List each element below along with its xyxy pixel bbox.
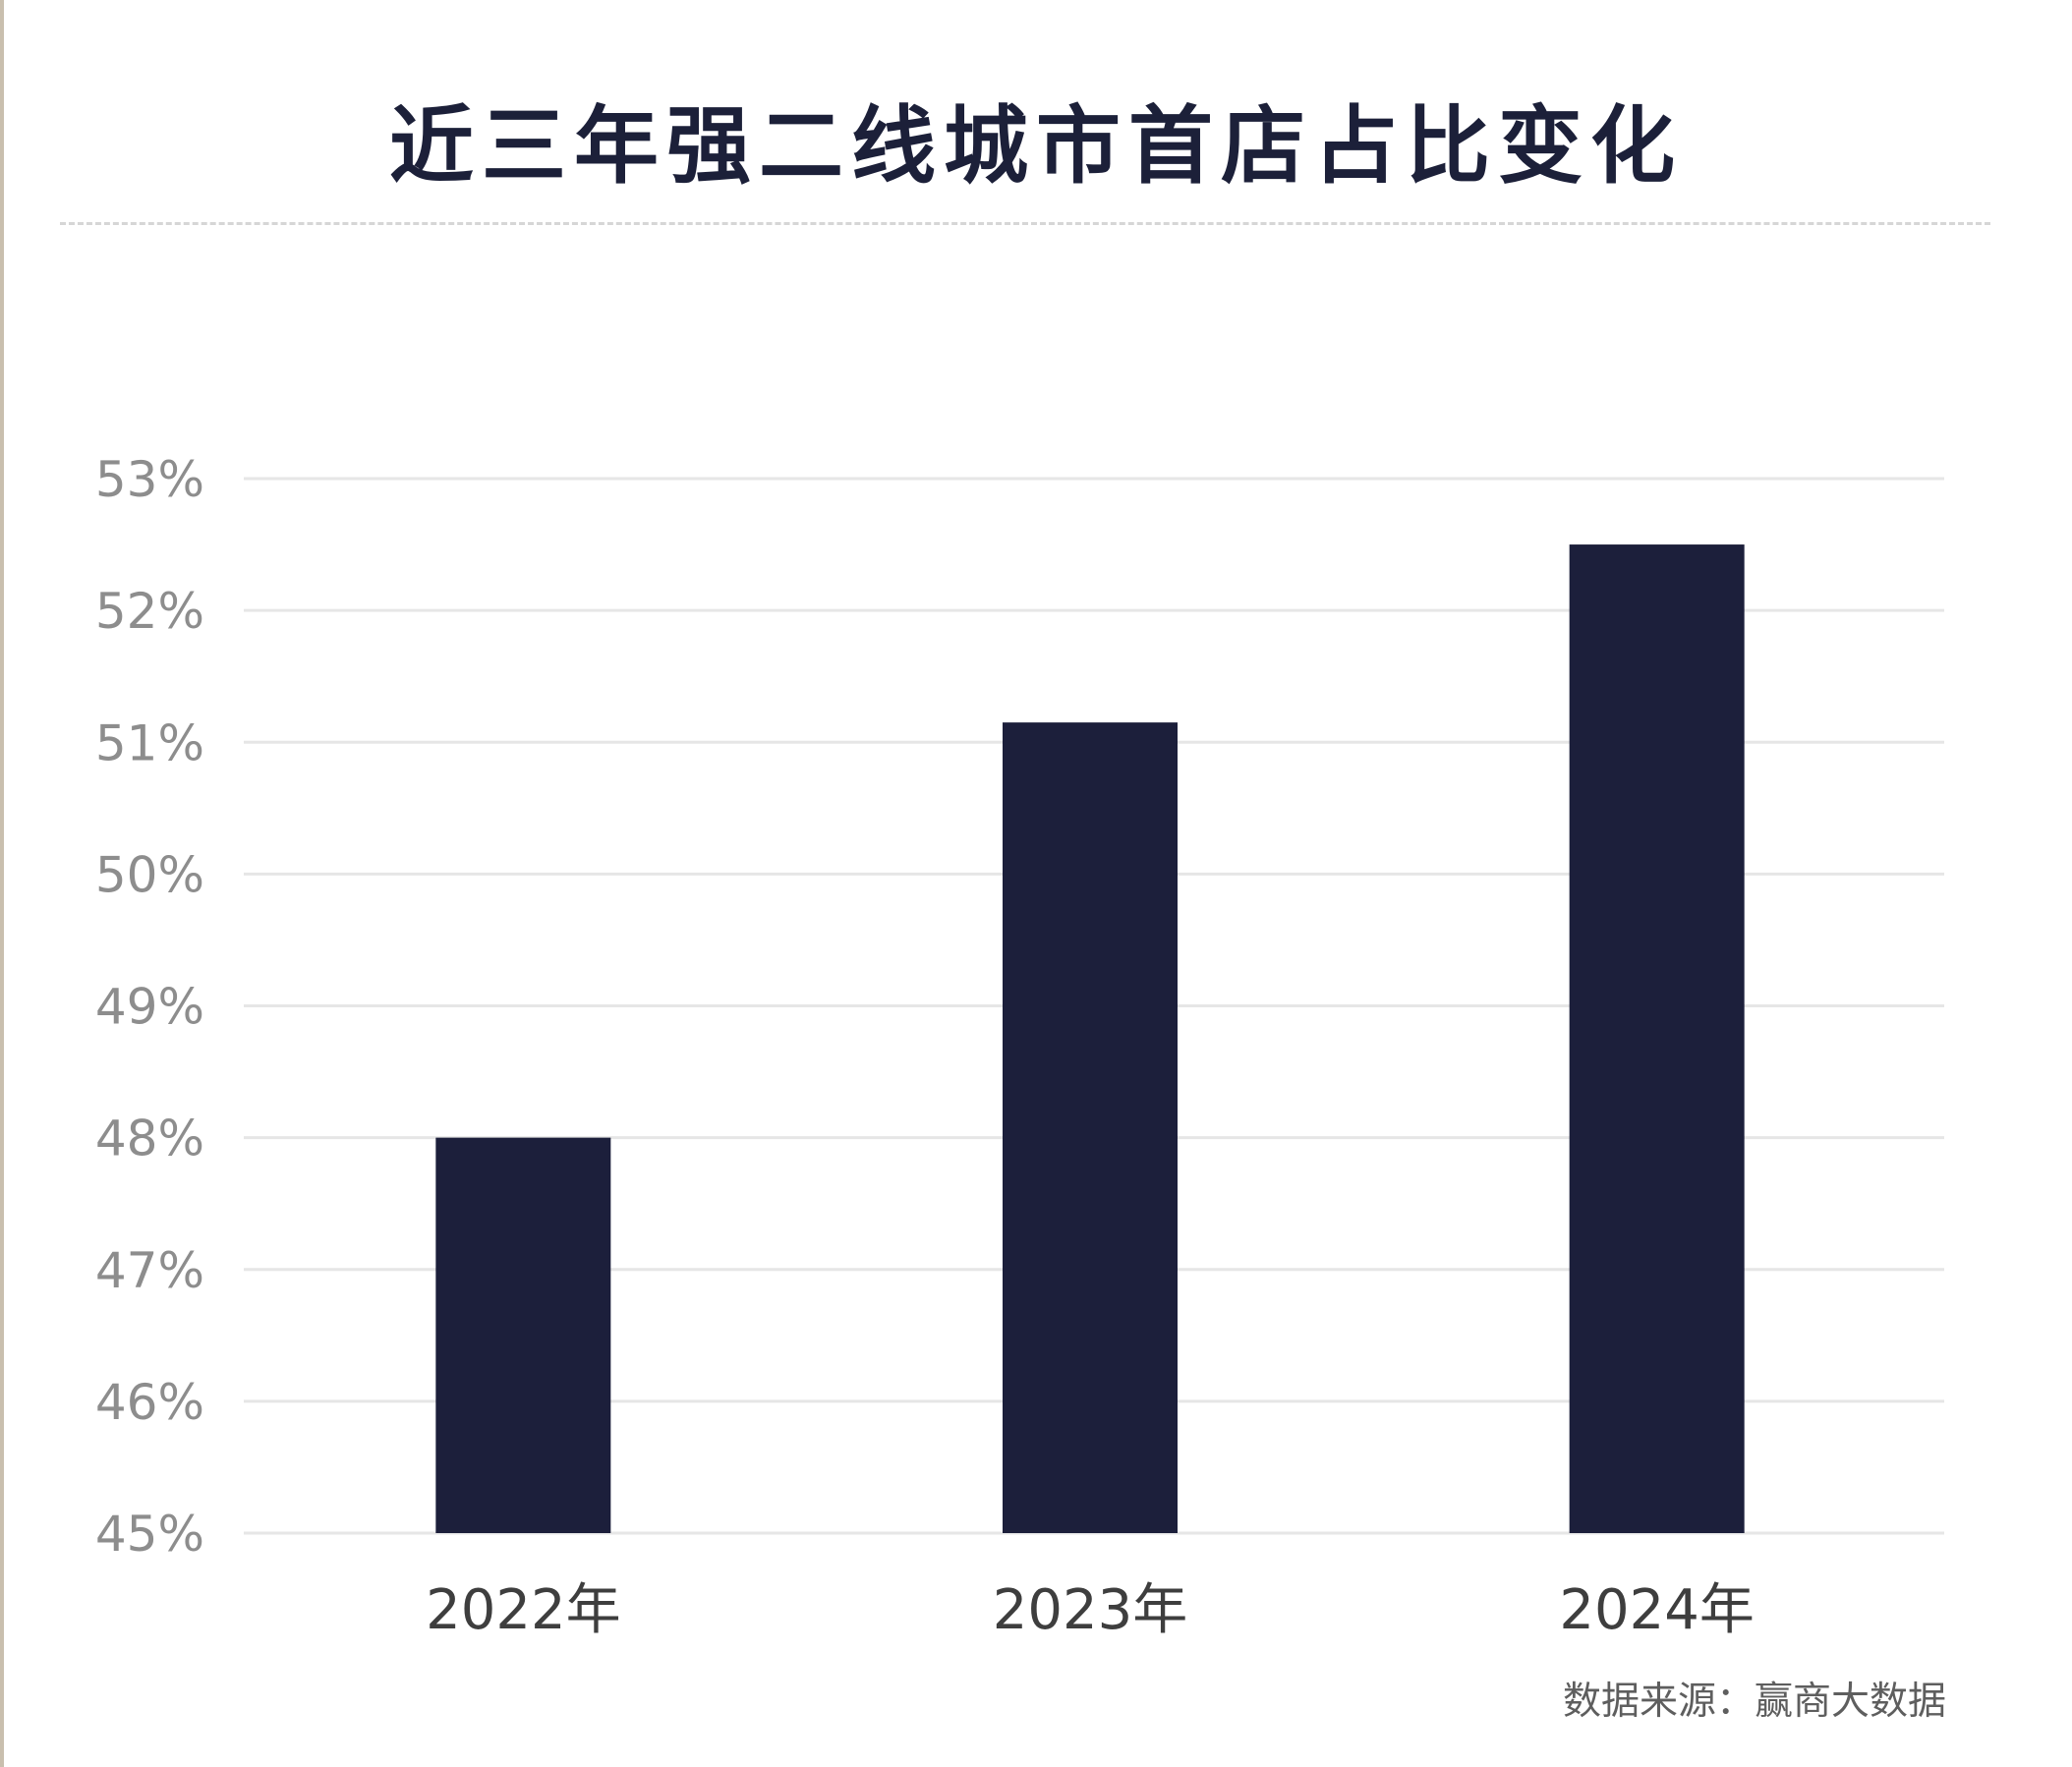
y-tick-label: 53% (95, 451, 204, 508)
y-tick-label: 51% (95, 714, 204, 771)
y-tick-label: 48% (95, 1111, 204, 1168)
bar-1 (435, 1137, 611, 1533)
y-tick-label: 46% (95, 1374, 204, 1431)
y-tick-label: 52% (95, 583, 204, 640)
bar-2 (1003, 722, 1178, 1533)
y-tick-label: 47% (95, 1242, 204, 1299)
data-source-note: 数据来源：赢商大数据 (1562, 1680, 1946, 1724)
y-tick-label: 45% (95, 1506, 204, 1563)
y-tick-label: 50% (95, 846, 204, 903)
bars (435, 544, 1745, 1533)
x-axis-tick-labels: 2022年 2023年 2024年 (426, 1578, 1755, 1642)
x-tick-label: 2022年 (426, 1578, 621, 1642)
y-tick-label: 49% (95, 979, 204, 1036)
bar-3 (1569, 544, 1745, 1533)
x-tick-label: 2024年 (1559, 1578, 1755, 1642)
chart-title: 近三年强二线城市首店占比变化 (389, 97, 1683, 196)
title-divider (60, 222, 1990, 225)
y-axis-tick-labels: 45% 46% 47% 48% 49% 50% 51% 52% 53% (95, 451, 204, 1563)
left-edge-strip (0, 0, 4, 1767)
x-tick-label: 2023年 (993, 1578, 1188, 1642)
